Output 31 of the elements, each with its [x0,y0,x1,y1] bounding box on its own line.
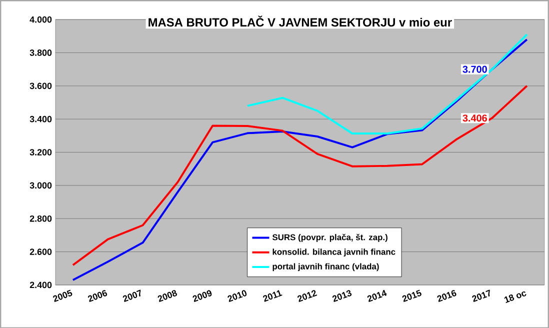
x-tick-label: 2015 [402,290,422,302]
line-series [72,38,528,281]
x-tick-label: 2012 [297,290,318,302]
x-tick-label: 2006 [88,290,108,302]
x-tick-label: 2013 [332,290,352,302]
x-tick-label: 2011 [263,290,282,302]
y-tick-label: 2.800 [30,215,52,222]
x-tick-label: 2017 [472,289,490,302]
legend-label: portal javnih financ (vlada) [272,262,379,271]
data-label: 3.700 [462,66,487,73]
legend-label: konsolid. bilanca javnih financ [272,248,396,256]
y-tick-label: 3.800 [30,49,52,56]
x-tick-label: 2016 [437,290,456,302]
x-tick-label: 2014 [367,290,387,302]
y-tick-label: 2.600 [30,248,52,255]
x-tick-label: 2007 [122,289,141,302]
data-label: 3.406 [462,114,487,122]
x-tick-label: 2005 [53,290,72,302]
x-tick-label: 2009 [192,290,212,302]
x-tick-label: 18 oc [504,291,526,303]
y-tick-label: 2.400 [30,282,52,288]
y-tick-label: 3.000 [30,182,52,188]
y-tick-label: 3.600 [30,82,52,89]
y-tick-label: 3.200 [30,148,52,156]
x-tick-label: 2008 [158,290,178,302]
chart-title: MASA BRUTO PLAČ V JAVNEM SEKTORJU v mio eur [148,16,452,26]
line-series [246,33,528,134]
y-tick-label: 4.000 [30,16,52,22]
legend-label: SURS (povpr. plača, št. zap.) [272,234,388,242]
y-tick-label: 3.400 [30,116,52,122]
x-tick-label: 2010 [228,290,247,302]
